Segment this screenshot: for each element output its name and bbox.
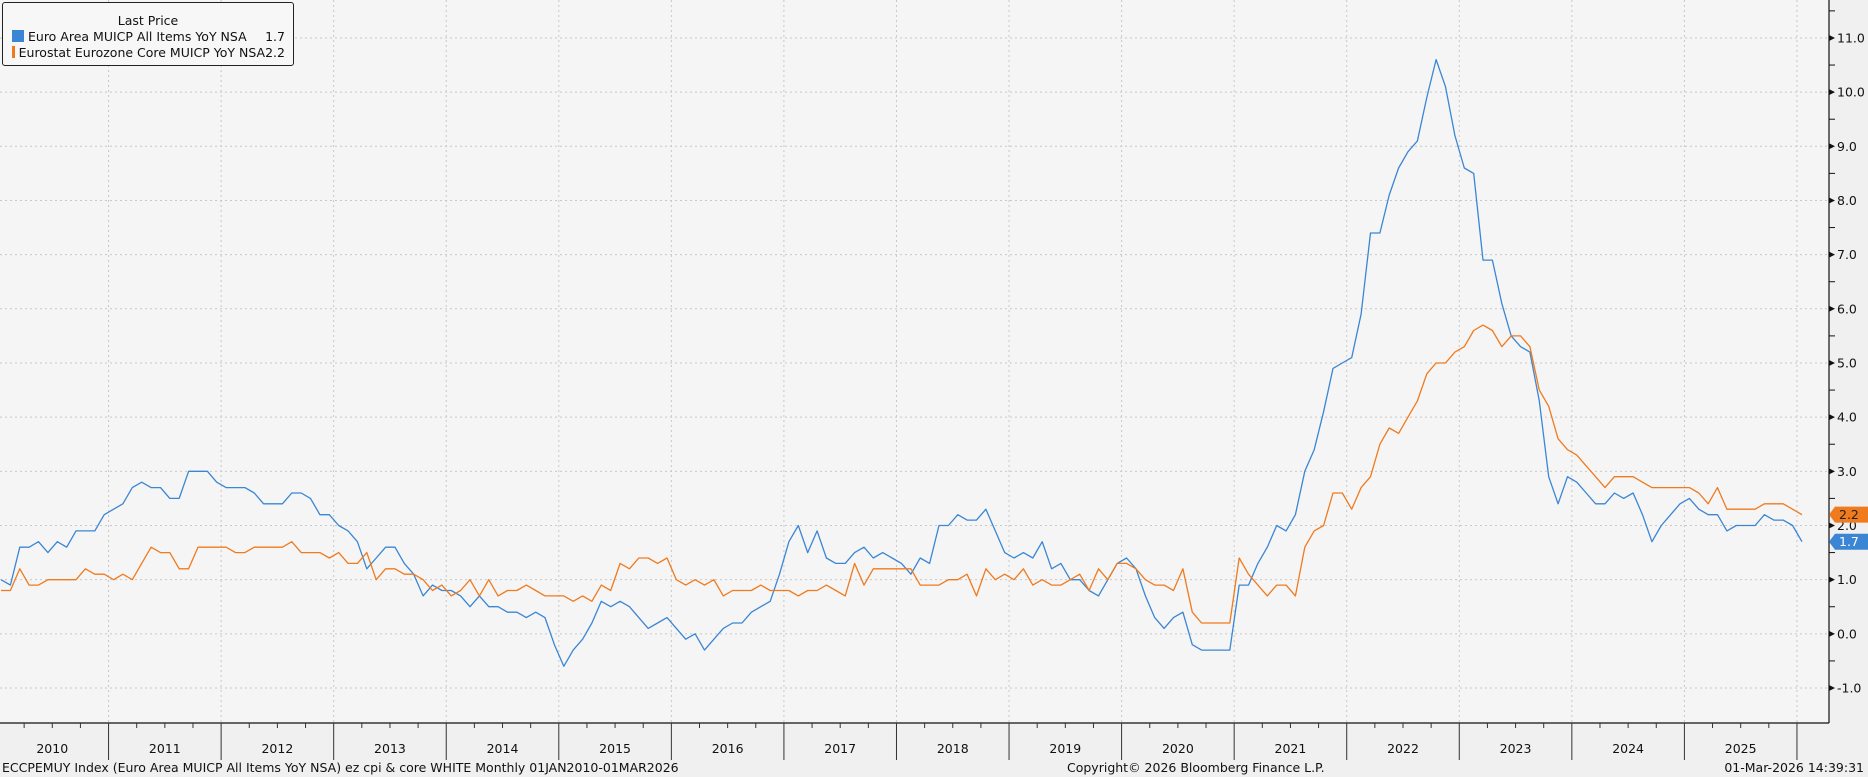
legend-swatch-core [12, 46, 15, 58]
footer-security-description: ECCPEMUY Index (Euro Area MUICP All Item… [2, 760, 679, 775]
plot-background [0, 0, 1829, 723]
x-tick-label: 2013 [374, 741, 406, 756]
x-tick-label: 2022 [1387, 741, 1419, 756]
y-tick-marker [1829, 630, 1835, 637]
y-tick-marker [1829, 414, 1835, 421]
y-axis: -1.00.01.02.03.04.05.06.07.08.09.010.011… [1828, 0, 1865, 723]
y-tick-label: 0.0 [1837, 626, 1857, 641]
series-line-core [1, 324, 1803, 624]
legend-value: 1.7 [265, 28, 285, 44]
y-tick-label: 7.0 [1837, 247, 1857, 262]
footer-timestamp: 01-Mar-2026 14:39:31 [1724, 760, 1864, 775]
x-tick-label: 2020 [1162, 741, 1194, 756]
y-tick-marker [1829, 89, 1835, 96]
y-tick-label: 11.0 [1837, 30, 1865, 45]
x-tick-label: 2015 [599, 741, 631, 756]
x-tick-label: 2019 [1049, 741, 1081, 756]
y-tick-marker [1829, 34, 1835, 41]
series-lines [0, 58, 1803, 667]
y-tick-marker [1829, 251, 1835, 258]
x-tick-label: 2025 [1725, 741, 1757, 756]
y-tick-label: 6.0 [1837, 301, 1857, 316]
legend-label: Eurostat Eurozone Core MUICP YoY NSA [18, 44, 266, 60]
x-tick-label: 2014 [487, 741, 519, 756]
x-tick-label: 2010 [36, 741, 68, 756]
footer-copyright: Copyright© 2026 Bloomberg Finance L.P. [1067, 760, 1325, 775]
legend-title: Last Price [117, 13, 179, 28]
y-tick-marker [1829, 305, 1835, 312]
y-tick-label: 8.0 [1837, 193, 1857, 208]
x-axis: 2010 2011 2012 2013 2014 2015 2016 2017 2018 2019… [0, 722, 1829, 760]
y-tick-label: 3.0 [1837, 464, 1857, 479]
last-value-badge [1829, 506, 1868, 523]
series-line-headline [0, 58, 1803, 667]
x-tick-label: 2023 [1500, 741, 1532, 756]
x-tick-label: 2017 [824, 741, 856, 756]
legend-value: 2.2 [265, 44, 285, 60]
last-value-badge [1829, 533, 1868, 550]
y-tick-label: 10.0 [1837, 85, 1865, 100]
x-tick-label: 2016 [712, 741, 744, 756]
legend-item-core: Eurostat Eurozone Core MUICP YoY NSA 2.2 [3, 44, 293, 60]
y-tick-label: -1.0 [1837, 681, 1861, 696]
legend-label: Euro Area MUICP All Items YoY NSA [28, 28, 247, 44]
y-tick-marker [1829, 522, 1835, 529]
y-tick-marker [1829, 143, 1835, 150]
x-tick-label: 2021 [1275, 741, 1307, 756]
y-tick-label: 5.0 [1837, 355, 1857, 370]
last-value-label: 2.2 [1839, 507, 1859, 522]
x-tick-label: 2018 [937, 741, 969, 756]
grid [0, 0, 1829, 723]
y-tick-marker [1829, 359, 1835, 366]
legend-item-headline: Euro Area MUICP All Items YoY NSA 1.7 [3, 28, 293, 44]
last-value-badges: 1.7 2.2 [1829, 506, 1868, 550]
last-value-label: 1.7 [1839, 534, 1859, 549]
legend-swatch-headline [12, 30, 24, 42]
y-tick-marker [1829, 685, 1835, 691]
y-tick-label: 9.0 [1837, 139, 1857, 154]
legend: Last Price Euro Area MUICP All Items YoY… [2, 2, 294, 66]
y-tick-marker [1829, 576, 1835, 583]
x-tick-label: 2012 [261, 741, 293, 756]
y-tick-label: 4.0 [1837, 410, 1857, 425]
x-tick-label: 2024 [1612, 741, 1644, 756]
y-tick-label: 1.0 [1837, 572, 1857, 587]
y-tick-marker [1829, 468, 1835, 475]
y-tick-marker [1829, 197, 1835, 204]
x-tick-label: 2011 [149, 741, 181, 756]
